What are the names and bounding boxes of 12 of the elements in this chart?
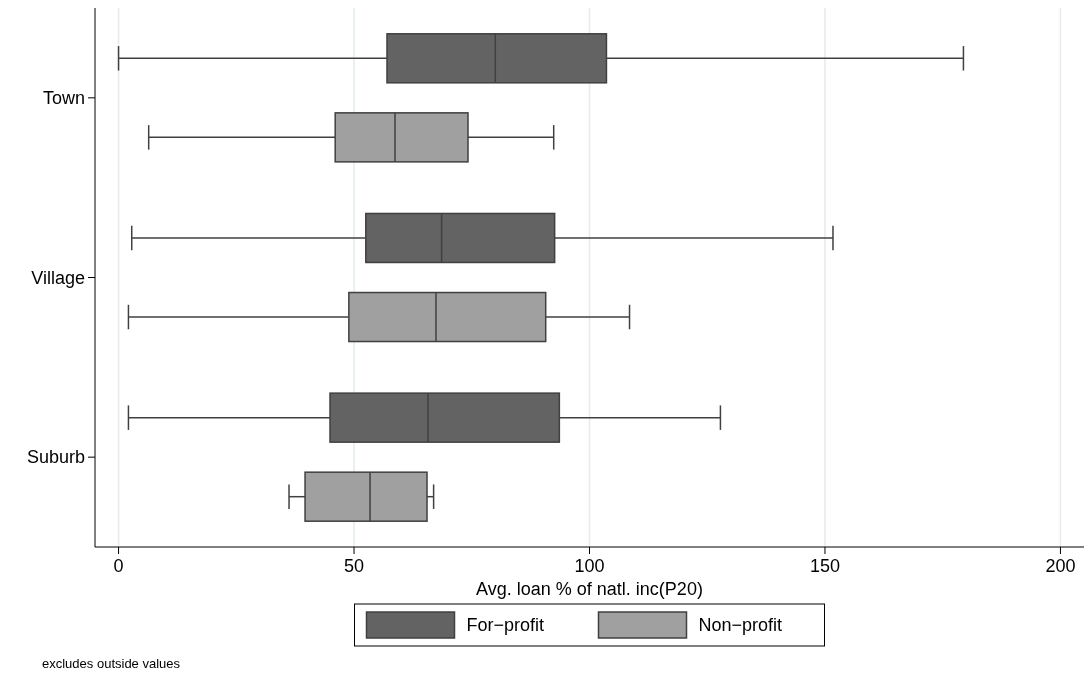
y-tick-label: Village [31,267,85,288]
x-tick-label: 150 [809,556,840,576]
y-tick-label: Town [42,87,85,108]
legend-label: For−profit [466,615,545,635]
legend-label: Non−profit [698,615,783,635]
x-tick-label: 100 [574,556,605,576]
x-tick-label: 50 [344,556,365,576]
text: excludes outside values [42,656,181,671]
y-tick-label: Suburb [26,447,85,468]
x-axis-title: Avg. loan % of natl. inc(P20) [476,579,703,599]
x-tick-label: 0 [113,556,124,576]
x-tick-label: 200 [1045,556,1076,576]
